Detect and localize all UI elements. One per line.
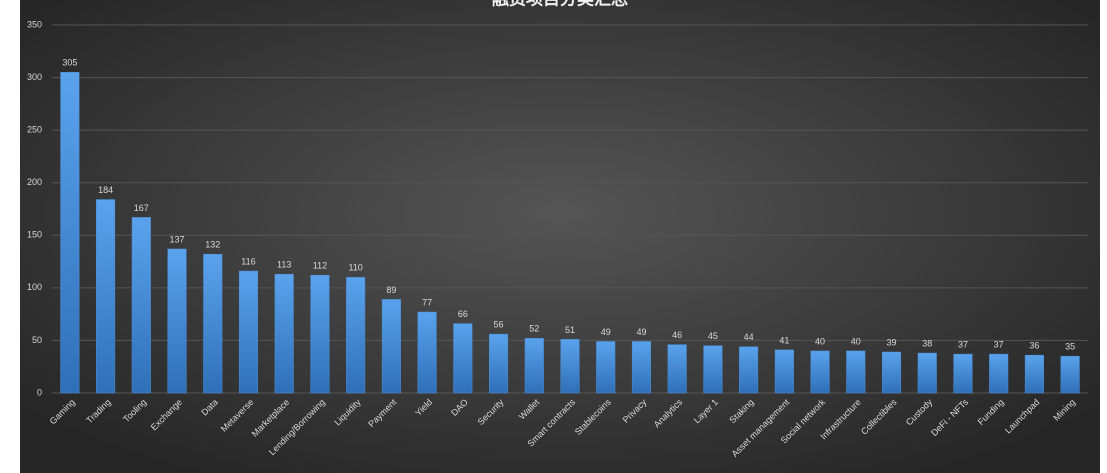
bar <box>203 253 223 394</box>
value-label: 110 <box>348 263 362 273</box>
value-label: 66 <box>458 309 468 319</box>
value-label: 167 <box>134 203 149 213</box>
bar <box>346 277 366 394</box>
bar <box>774 349 794 394</box>
value-label: 45 <box>708 331 718 341</box>
bar <box>524 338 544 394</box>
bar <box>881 351 902 394</box>
value-label: 305 <box>62 58 77 68</box>
bar <box>596 341 616 394</box>
bar <box>274 273 294 394</box>
y-tick-label: 250 <box>27 125 42 135</box>
bar <box>131 217 151 394</box>
bar <box>739 346 759 394</box>
value-label: 38 <box>922 338 932 348</box>
value-label: 41 <box>779 335 789 345</box>
value-label: 89 <box>386 285 396 295</box>
bar <box>560 339 580 394</box>
bar <box>667 344 687 394</box>
bar <box>60 72 80 394</box>
value-label: 49 <box>636 327 646 337</box>
bar <box>417 311 437 394</box>
bar <box>703 345 723 394</box>
value-label: 77 <box>422 297 432 307</box>
value-label: 51 <box>565 325 575 335</box>
y-tick-label: 350 <box>27 19 42 29</box>
bar <box>1024 354 1044 394</box>
chart-background <box>20 0 1100 473</box>
value-label: 37 <box>958 339 968 349</box>
value-label: 137 <box>170 234 185 244</box>
bar <box>810 350 830 394</box>
value-label: 35 <box>1065 342 1075 352</box>
value-label: 39 <box>887 337 897 347</box>
y-tick-label: 0 <box>37 387 42 397</box>
bar <box>381 299 401 394</box>
bar <box>1060 355 1080 394</box>
value-label: 52 <box>529 324 539 334</box>
bar <box>167 248 187 394</box>
bar <box>631 341 651 394</box>
y-tick-label: 200 <box>27 177 42 187</box>
value-label: 184 <box>98 185 113 195</box>
y-tick-label: 300 <box>27 72 42 82</box>
y-tick-label: 150 <box>27 230 42 240</box>
bar <box>96 199 116 394</box>
value-label: 116 <box>241 256 255 266</box>
bar <box>489 333 509 394</box>
value-label: 112 <box>313 261 327 271</box>
bar <box>953 353 973 394</box>
value-label: 37 <box>994 339 1004 349</box>
value-label: 40 <box>851 336 861 346</box>
value-label: 36 <box>1029 341 1039 351</box>
value-label: 49 <box>601 327 611 337</box>
y-tick-label: 100 <box>27 282 42 292</box>
bar <box>989 353 1009 394</box>
value-label: 44 <box>744 332 754 342</box>
bar <box>310 274 330 394</box>
value-label: 40 <box>815 336 825 346</box>
value-label: 113 <box>277 260 291 270</box>
y-tick-label: 50 <box>32 335 42 345</box>
bar <box>453 323 473 394</box>
bar <box>238 270 259 394</box>
value-label: 132 <box>205 240 220 250</box>
bar <box>846 350 866 394</box>
bar <box>917 352 937 394</box>
value-label: 56 <box>494 319 504 329</box>
value-label: 46 <box>672 330 682 340</box>
chart-title: 融资项目分类汇总 <box>492 0 628 8</box>
